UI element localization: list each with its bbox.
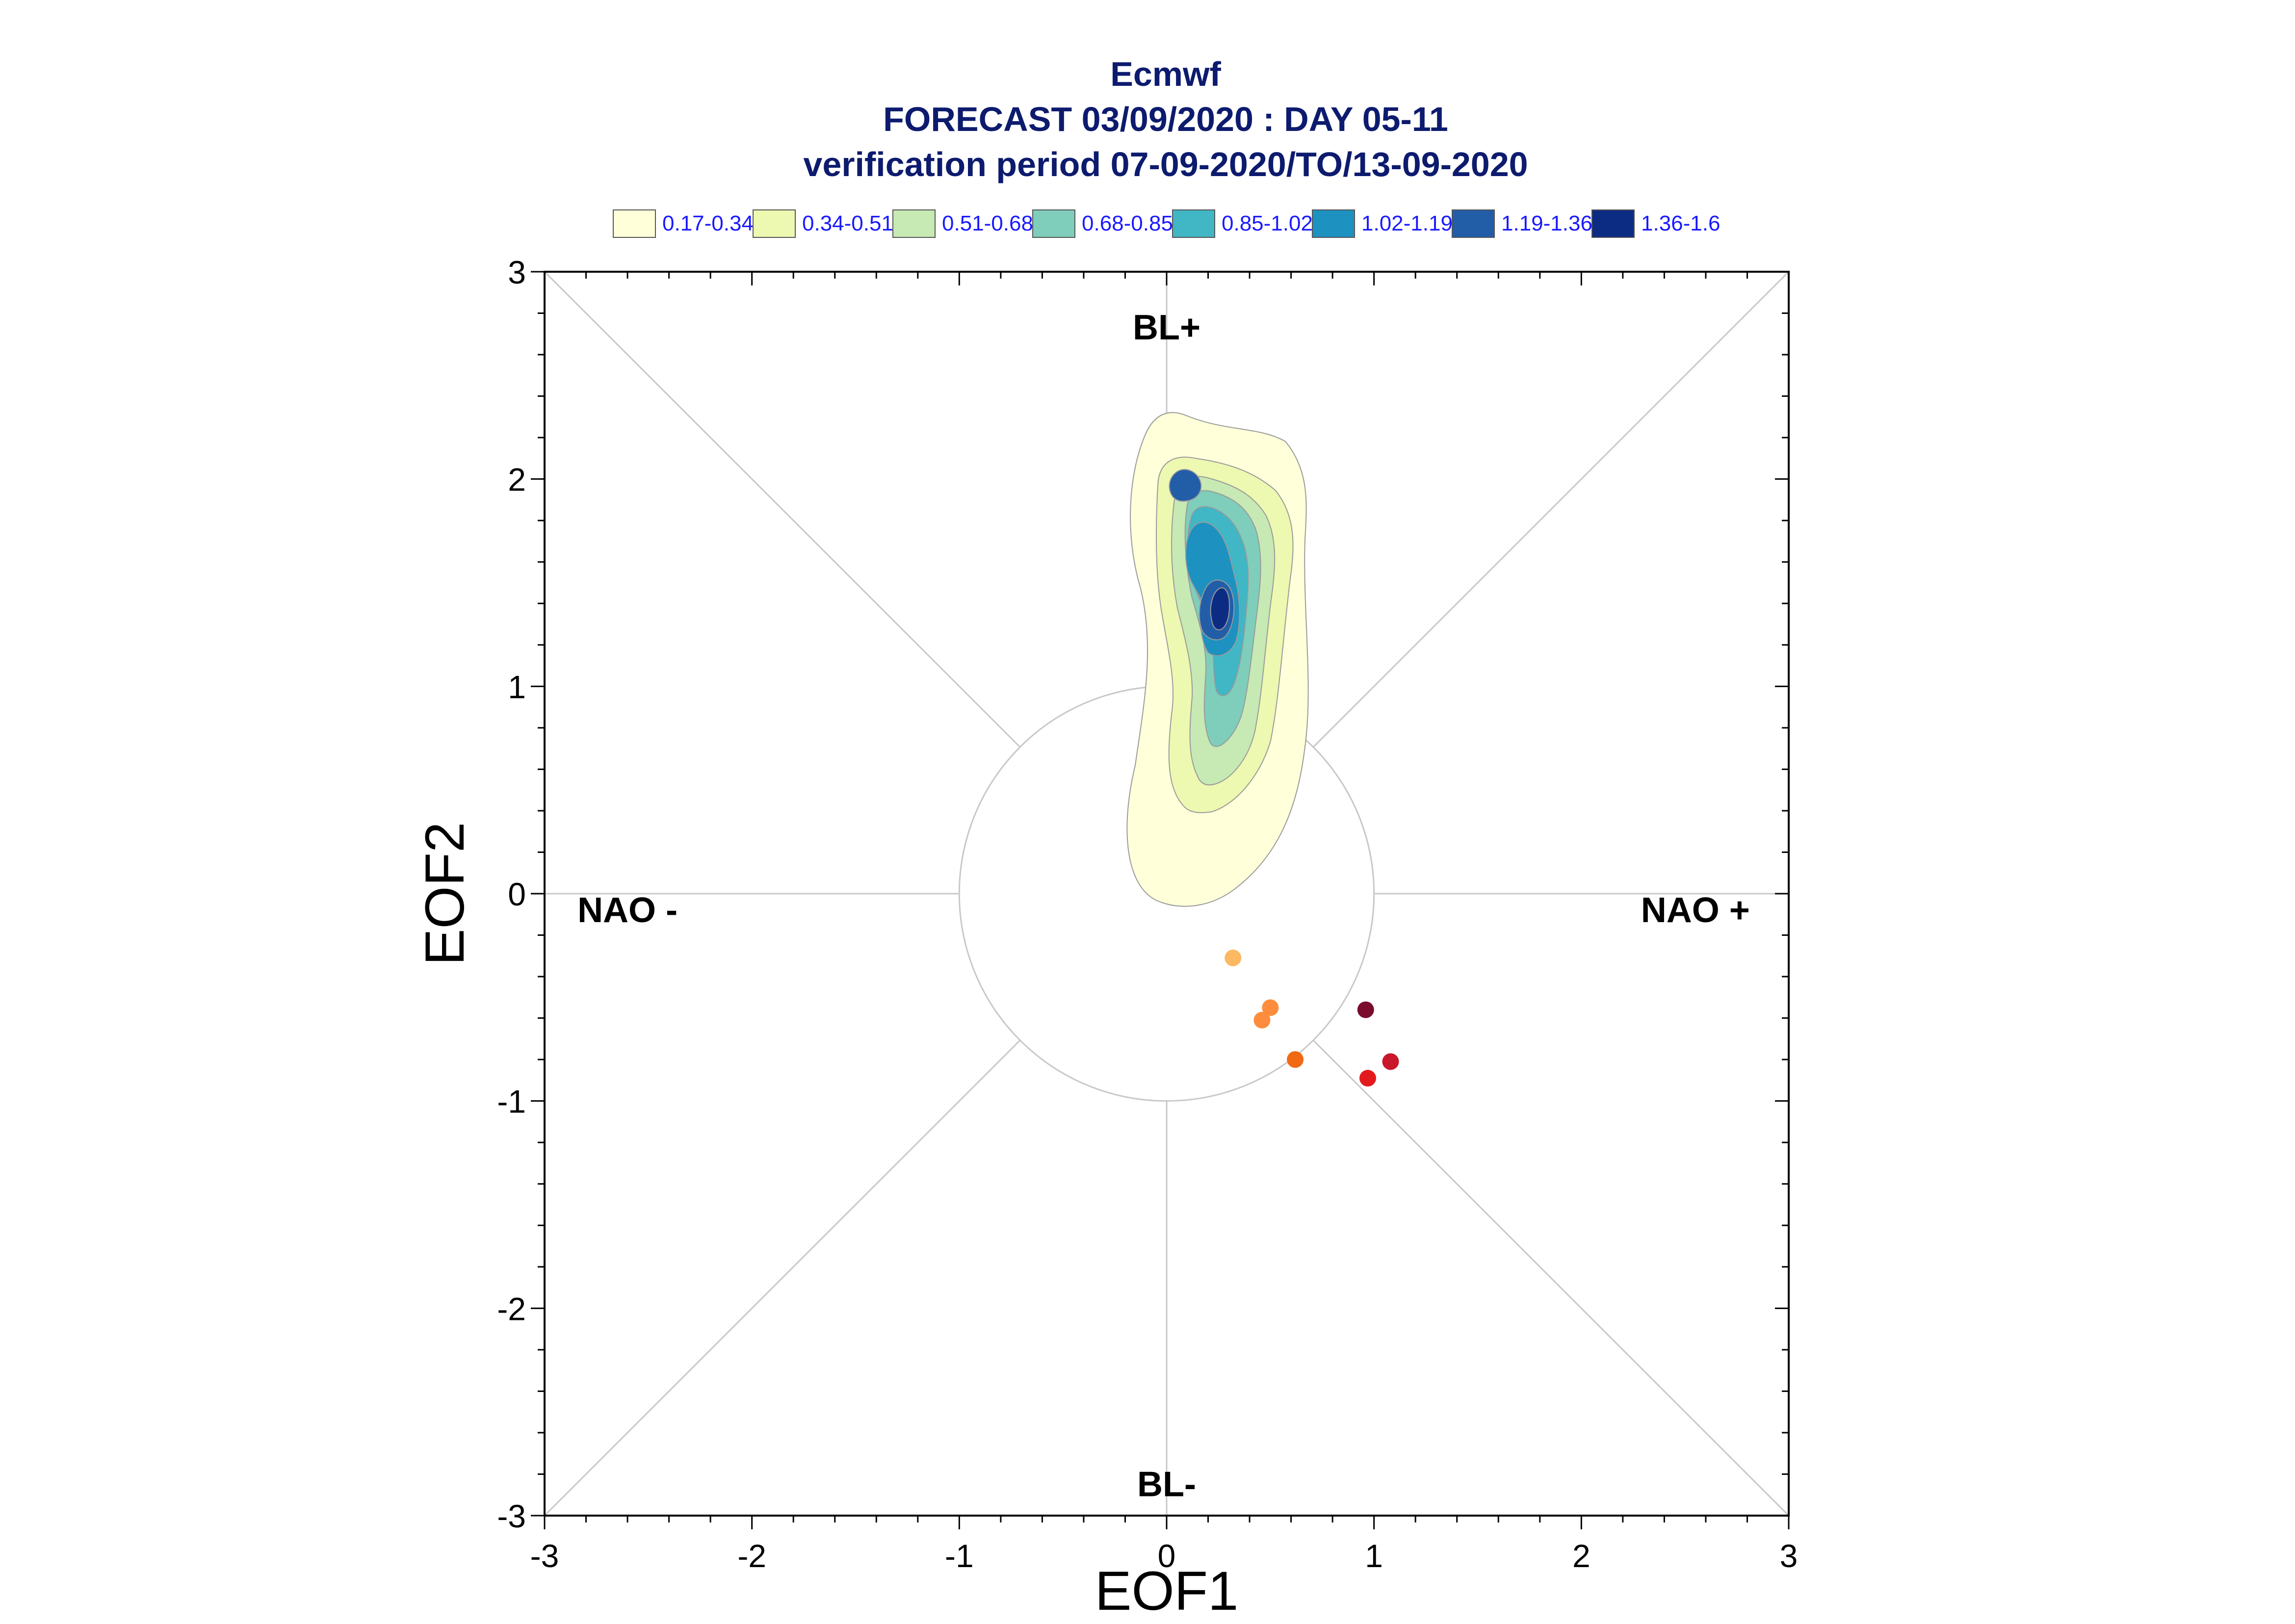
title-line-1: Ecmwf (1110, 55, 1221, 93)
y-tick-label: 0 (508, 876, 526, 912)
legend-swatch-6 (1312, 209, 1355, 238)
legend-swatch-3 (892, 209, 936, 238)
legend: 0.17-0.34 0.34-0.51 0.51-0.68 0.68-0.85 0.85… (613, 209, 1720, 238)
legend-swatch-5 (1172, 209, 1215, 238)
density-level-8 (1210, 587, 1230, 631)
title-line-2: FORECAST 03/09/2020 : DAY 05-11 (883, 100, 1448, 138)
forecast-point-1 (1225, 950, 1242, 967)
legend-swatch-4 (1032, 209, 1075, 238)
legend-label-3: 0.51-0.68 (942, 211, 1033, 235)
legend-label-6: 1.02-1.19 (1361, 211, 1453, 235)
y-tick-label: -3 (497, 1498, 526, 1534)
x-tick-label: 3 (1780, 1538, 1798, 1574)
regime-label-2: BL- (1137, 1465, 1196, 1504)
y-tick-label: 2 (508, 462, 526, 498)
regime-label-4: NAO + (1641, 891, 1750, 930)
x-tick-label: -2 (737, 1538, 766, 1574)
chart-title: Ecmwf FORECAST 03/09/2020 : DAY 05-11 ve… (803, 55, 1528, 183)
regime-label-1: BL+ (1133, 308, 1200, 347)
axis-ticks (531, 271, 1790, 1529)
y-tick-label: 1 (508, 669, 526, 705)
forecast-point-5 (1357, 1001, 1374, 1018)
x-tick-label: 1 (1365, 1538, 1383, 1574)
x-tick-label: -1 (945, 1538, 974, 1574)
regime-labels: BL+ BL- NAO - NAO + (577, 308, 1750, 1504)
legend-swatch-8 (1591, 209, 1635, 238)
x-tick-labels: -3 -2 -1 0 1 2 3 (530, 1538, 1798, 1574)
title-line-3: verification period 07-09-2020/TO/13-09-… (803, 145, 1528, 183)
x-tick-label: 0 (1158, 1538, 1176, 1574)
legend-label-4: 0.68-0.85 (1082, 211, 1173, 235)
legend-label-7: 1.19-1.36 (1501, 211, 1592, 235)
forecast-point-4 (1287, 1051, 1304, 1068)
legend-label-1: 0.17-0.34 (662, 211, 754, 235)
y-tick-label: 3 (508, 254, 526, 290)
forecast-point-2 (1262, 999, 1279, 1016)
y-tick-label: -1 (497, 1083, 526, 1120)
x-tick-label: -3 (530, 1538, 559, 1574)
x-axis-label: EOF1 (1095, 1560, 1239, 1622)
forecast-point-3 (1253, 1011, 1271, 1029)
regime-label-3: NAO - (577, 891, 678, 930)
legend-swatch-1 (613, 209, 656, 238)
legend-label-8: 1.36-1.6 (1641, 211, 1720, 235)
legend-swatch-7 (1452, 209, 1495, 238)
legend-label-2: 0.34-0.51 (802, 211, 893, 235)
legend-swatch-2 (753, 209, 796, 238)
y-axis-label: EOF2 (414, 822, 475, 966)
forecast-points (1225, 950, 1399, 1087)
legend-label-5: 0.85-1.02 (1222, 211, 1313, 235)
y-tick-labels: -3 -2 -1 0 1 2 3 (497, 254, 526, 1534)
y-tick-label: -2 (497, 1290, 526, 1327)
x-tick-label: 2 (1572, 1538, 1591, 1574)
forecast-point-7 (1359, 1070, 1376, 1087)
density-contours (1126, 412, 1309, 907)
forecast-point-6 (1382, 1053, 1399, 1070)
